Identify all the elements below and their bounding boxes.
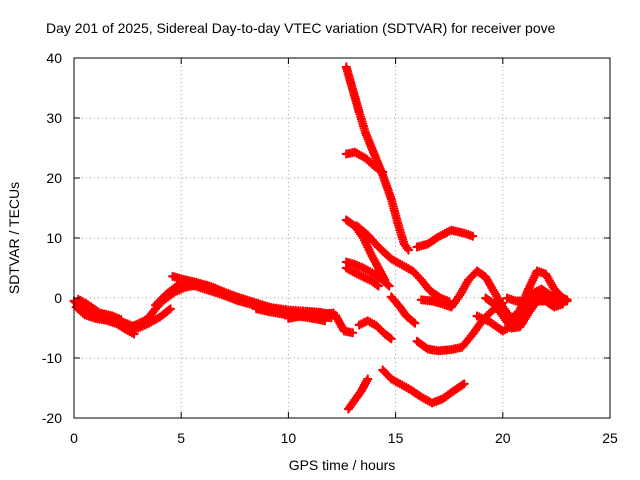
y-tick-label: 30 [46,110,62,126]
series-arc-19 [354,316,396,344]
data-point [403,245,414,255]
data-point [165,304,176,314]
x-tick-label: 20 [495,430,511,446]
data-point [328,308,339,318]
series-arc-24 [481,293,568,333]
axis-ticks: 0 5 10 15 20 25 -20 -10 0 10 20 30 40 [42,50,618,446]
series-arc-18 [386,292,420,328]
y-tick-label: -20 [42,410,62,426]
series-arc-17 [378,365,469,408]
x-tick-label: 15 [388,430,404,446]
series-arc-3 [73,294,126,325]
series-arc-13 [352,221,454,307]
series-layer [69,62,572,414]
data-point [459,379,469,389]
data-point [320,316,330,326]
data-point [386,334,396,344]
x-tick-label: 0 [70,430,78,446]
data-point [363,374,373,384]
y-tick-label: 0 [54,290,62,306]
data-point [410,318,420,328]
y-tick-label: -10 [42,350,62,366]
data-point [384,281,394,291]
series-arc-9 [283,308,339,323]
data-point [116,315,126,325]
series-arc-11 [341,147,388,177]
x-tick-label: 25 [602,430,618,446]
grid-lines [74,58,610,418]
chart-title: Day 201 of 2025, Sidereal Day-to-day VTE… [46,20,556,36]
x-axis-label: GPS time / hours [289,457,396,473]
y-tick-label: 20 [46,170,62,186]
series-arc-20 [412,225,478,252]
series-arc-14 [341,257,394,291]
data-point [373,281,384,291]
series-arc-25 [502,284,564,306]
y-tick-label: 10 [46,230,62,246]
y-tick-label: 40 [46,50,62,66]
data-point [468,231,478,241]
data-point [129,329,139,339]
data-point [378,167,388,177]
series-arc-15 [341,263,384,291]
series-arc-10 [341,62,414,255]
series-arc-16 [343,374,373,414]
data-point [348,328,358,338]
x-tick-label: 5 [177,430,185,446]
y-axis-label: SDTVAR / TECUs [6,182,22,294]
data-point [558,299,568,309]
x-tick-label: 10 [281,430,297,446]
data-point [553,292,564,302]
